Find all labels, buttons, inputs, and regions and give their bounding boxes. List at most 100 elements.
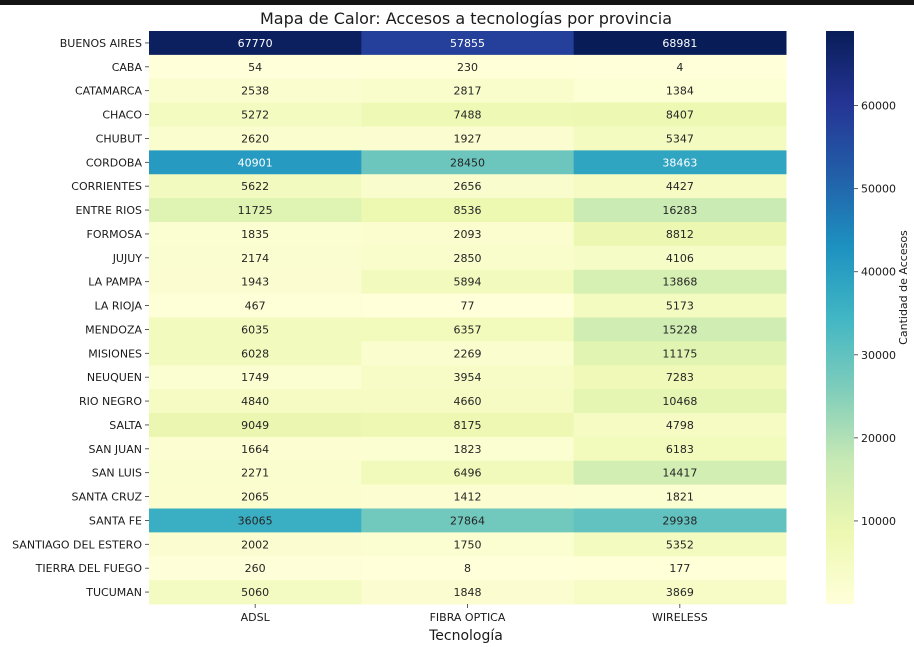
row-label: LA PAMPA	[88, 276, 142, 289]
cell-value-label: 3869	[666, 586, 694, 599]
cell-value-label: 5347	[666, 132, 694, 145]
heatmap-cell	[149, 556, 362, 581]
row-label: LA RIOJA	[94, 300, 142, 313]
heatmap-cell	[361, 460, 575, 486]
row-label: ENTRE RIOS	[75, 204, 142, 217]
colorbar-tick-label: 30000	[861, 349, 896, 362]
heatmap-cells: 67770 57855 68981 54 230 4 2538 2817 1384 5272 748…	[149, 31, 787, 605]
heatmap-cell	[361, 245, 575, 271]
cell-value-label: 5060	[241, 586, 269, 599]
heatmap-cell	[573, 102, 787, 127]
cell-value-label: 11725	[238, 204, 273, 217]
cell-value-label: 4840	[241, 395, 269, 408]
row-label: NEUQUEN	[87, 371, 142, 384]
cell-value-label: 40901	[238, 156, 273, 169]
cell-value-label: 77	[461, 300, 475, 313]
cell-value-label: 6028	[241, 347, 269, 360]
cell-value-label: 29938	[662, 514, 697, 527]
heatmap-cell	[361, 198, 575, 223]
cell-value-label: 1927	[454, 132, 482, 145]
cell-value-label: 6035	[241, 323, 269, 336]
cell-value-label: 15228	[662, 323, 697, 336]
row-label: RIO NEGRO	[79, 395, 142, 408]
heatmap-cell	[361, 317, 575, 342]
heatmap-cell	[573, 460, 787, 486]
cell-value-label: 5173	[666, 300, 694, 313]
heatmap-cell	[149, 484, 362, 509]
colorbar-tick-label: 40000	[861, 266, 896, 279]
heatmap-cell	[149, 126, 362, 151]
cell-value-label: 6357	[454, 323, 482, 336]
cell-value-label: 8	[464, 562, 471, 575]
heatmap-cell	[149, 580, 362, 605]
heatmap-cell	[361, 532, 575, 557]
x-axis-label: Tecnología	[428, 628, 503, 644]
column-labels: ADSL FIBRA OPTICA WIRELESS	[241, 604, 708, 624]
cell-value-label: 8812	[666, 228, 694, 241]
heatmap-cell	[149, 293, 362, 318]
colorbar-tick-label: 50000	[861, 183, 896, 196]
cell-value-label: 2174	[241, 252, 269, 265]
cell-value-label: 4106	[666, 252, 694, 265]
column-label: ADSL	[241, 611, 271, 624]
cell-value-label: 2817	[454, 85, 482, 98]
heatmap-cell	[149, 341, 362, 366]
heatmap-cell	[573, 484, 787, 509]
cell-value-label: 2002	[241, 538, 269, 551]
heatmap-cell	[573, 78, 787, 104]
heatmap-cell	[573, 389, 787, 414]
row-label: MISIONES	[88, 347, 142, 360]
column-label: WIRELESS	[652, 611, 708, 624]
cell-value-label: 54	[248, 61, 262, 74]
row-label: CORDOBA	[86, 156, 143, 169]
cell-value-label: 1384	[666, 85, 694, 98]
heatmap-cell	[149, 389, 362, 414]
cell-value-label: 5352	[666, 538, 694, 551]
cell-value-label: 8407	[666, 109, 694, 122]
heatmap-cell	[573, 222, 787, 247]
cell-value-label: 1412	[454, 491, 482, 504]
heatmap-cell	[573, 436, 787, 462]
heatmap-cell	[149, 150, 362, 175]
cell-value-label: 67770	[238, 37, 273, 50]
heatmap-cell	[149, 460, 362, 486]
heatmap-cell	[573, 556, 787, 581]
cell-value-label: 7488	[454, 109, 482, 122]
heatmap-cell	[149, 413, 362, 438]
cell-value-label: 10468	[662, 395, 697, 408]
heatmap-cell	[149, 54, 362, 80]
cell-value-label: 11175	[662, 347, 697, 360]
row-label: CATAMARCA	[75, 85, 143, 98]
row-label: CABA	[112, 61, 143, 74]
heatmap-cell	[361, 389, 575, 414]
cell-value-label: 2850	[454, 252, 482, 265]
cell-value-label: 3954	[454, 371, 482, 384]
top-edge-bar	[0, 0, 914, 5]
heatmap-cell	[573, 413, 787, 438]
cell-value-label: 13868	[662, 276, 697, 289]
heatmap-cell	[573, 126, 787, 151]
cell-value-label: 6183	[666, 443, 694, 456]
cell-value-label: 7283	[666, 371, 694, 384]
cell-value-label: 27864	[450, 514, 485, 527]
cell-value-label: 14417	[662, 467, 697, 480]
cell-value-label: 5622	[241, 180, 269, 193]
cell-value-label: 230	[457, 61, 478, 74]
row-label: CHACO	[102, 109, 142, 122]
cell-value-label: 467	[245, 300, 266, 313]
heatmap-cell	[149, 365, 362, 390]
heatmap-cell	[361, 484, 575, 509]
row-label: SALTA	[109, 419, 142, 432]
row-label: SAN JUAN	[89, 443, 143, 456]
colorbar-tick-label: 10000	[861, 515, 896, 528]
heatmap-cell	[573, 269, 787, 295]
cell-value-label: 5894	[454, 276, 482, 289]
heatmap-cell	[361, 54, 575, 80]
heatmap-cell	[361, 293, 575, 318]
heatmap-cell	[361, 126, 575, 151]
cell-value-label: 16283	[662, 204, 697, 217]
colorbar	[826, 31, 854, 604]
row-label: SANTA CRUZ	[71, 491, 142, 504]
heatmap-cell	[573, 150, 787, 175]
heatmap-cell	[573, 580, 787, 605]
